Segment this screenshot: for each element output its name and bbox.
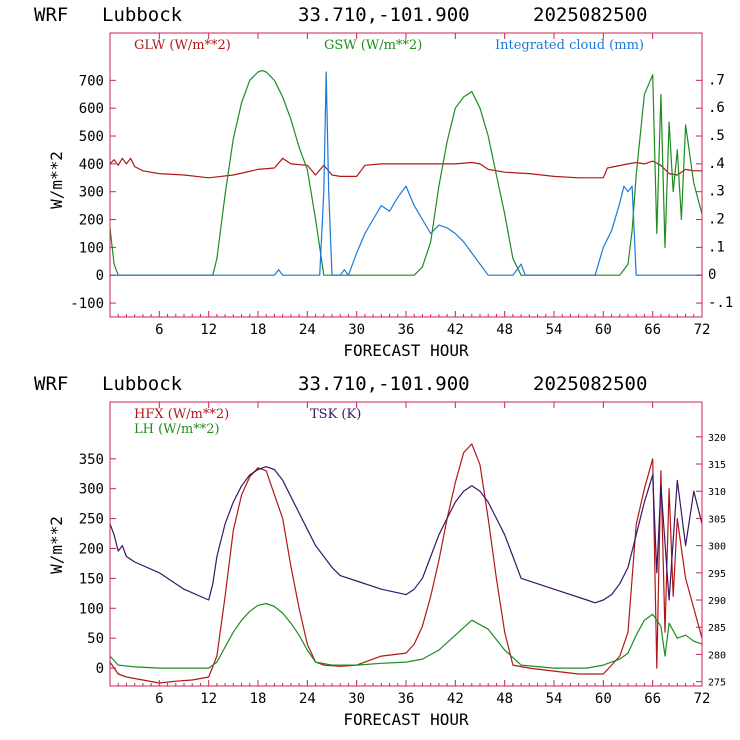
x-tick-label: 18 [250,322,267,338]
x-tick-label: 36 [398,691,415,707]
x-axis-label: FORECAST HOUR [343,341,469,360]
legend-tsk: TSK (K) [310,407,361,422]
series-line-tsk [109,466,703,604]
legend-cloud: Integrated cloud (mm) [495,38,644,53]
legend-hfx: HFX (W/m**2) [134,407,229,422]
y-tick-label: 250 [79,512,104,528]
y2-tick-label: .3 [708,184,725,200]
y-tick-label: 0 [96,268,104,284]
y2-tick-label: .4 [708,156,725,172]
x-tick-label: 30 [348,691,365,707]
y-tick-label: 400 [79,157,104,173]
radiation-cloud-panel: 6 12 18 24 30 36 42 48 54 60 66 72 -100 0 100 200 300 400… [47,32,733,360]
y2-tick-label: 285 [708,623,726,634]
header-coords: 33.710,-101.900 [298,4,470,26]
panel-2-frame [109,401,703,687]
panel-1-header: WRF Lubbock 33.710,-101.900 2025082500 [34,4,647,26]
y-axis-label: W/m**2 [47,151,66,209]
panel-2-header: WRF Lubbock 33.710,-101.900 2025082500 [34,373,647,395]
y-tick-label: 150 [79,571,104,587]
x-tick-label: 24 [299,322,316,338]
series-line-glw [109,157,702,179]
y-tick-label: 200 [79,541,104,557]
y2-tick-label: 0 [708,267,716,283]
series-line-gsw [109,69,703,276]
x-axis-label: FORECAST HOUR [343,710,469,729]
y2-tick-label: -.1 [708,295,733,311]
y-axis-label: W/m**2 [47,516,66,574]
x-tick-label: 54 [546,322,563,338]
header-site: Lubbock [102,373,183,395]
y-tick-label: 600 [79,101,104,117]
y-tick-label: 100 [79,601,104,617]
header-run: 2025082500 [533,373,647,395]
legend-lh: LH (W/m**2) [134,422,220,437]
panel-2-legend: HFX (W/m**2) LH (W/m**2) TSK (K) [134,407,361,437]
x-tick-label: 24 [299,691,316,707]
y2-tick-label: 305 [708,514,726,525]
x-tick-label: 42 [447,691,464,707]
panel-2-series [109,443,703,684]
x-tick-label: 6 [155,691,163,707]
surface-flux-panel: 6 12 18 24 30 36 42 48 54 60 66 72 0 50 100 150 200 250 30… [47,401,726,729]
series-line-hfx [109,443,703,684]
y2-tick-label: 315 [708,460,726,471]
y2-tick-label: .6 [708,100,725,116]
y-tick-label: 300 [79,185,104,201]
x-tick-label: 18 [250,691,267,707]
x-tick-label: 72 [694,322,711,338]
header-model: WRF [34,4,68,26]
header-coords: 33.710,-101.900 [298,373,470,395]
y-tick-label: -100 [70,296,104,312]
y2-tick-label: 275 [708,678,726,689]
y-tick-label: 200 [79,213,104,229]
legend-glw: GLW (W/m**2) [134,38,231,53]
y2-tick-label: 290 [708,596,726,607]
panel-2-ticks: 6 12 18 24 30 36 42 48 54 60 66 72 0 50 100 150 200 250 30… [79,402,726,707]
y-tick-label: 100 [79,240,104,256]
legend-gsw: GSW (W/m**2) [324,38,422,53]
y2-tick-label: 280 [708,650,726,661]
header-site: Lubbock [102,4,183,26]
y2-tick-label: 310 [708,487,726,498]
x-tick-label: 72 [694,691,711,707]
x-tick-label: 60 [595,691,612,707]
panel-1-legend: GLW (W/m**2) GSW (W/m**2) Integrated clo… [134,38,644,53]
x-tick-label: 12 [200,322,217,338]
series-line-lh [109,602,703,669]
y2-tick-label: 295 [708,569,726,580]
y2-tick-label: .5 [708,128,725,144]
header-run: 2025082500 [533,4,647,26]
y2-tick-label: .1 [708,239,725,255]
y2-tick-label: 320 [708,433,726,444]
y-tick-label: 50 [87,631,104,647]
y2-tick-label: 300 [708,542,726,553]
x-tick-label: 30 [348,322,365,338]
y-tick-label: 500 [79,129,104,145]
x-tick-label: 48 [496,322,513,338]
y-tick-label: 300 [79,482,104,498]
x-tick-label: 66 [644,322,661,338]
y2-tick-label: .2 [708,212,725,228]
x-tick-label: 54 [546,691,563,707]
x-tick-label: 36 [398,322,415,338]
x-tick-label: 60 [595,322,612,338]
header-model: WRF [34,373,68,395]
x-tick-label: 6 [155,322,163,338]
y2-tick-label: .7 [708,72,725,88]
y-tick-label: 350 [79,452,104,468]
panel-1-series [109,69,703,276]
x-tick-label: 42 [447,322,464,338]
y-tick-label: 0 [96,661,104,677]
y-tick-label: 700 [79,73,104,89]
series-line-integrated [110,71,702,276]
x-tick-label: 66 [644,691,661,707]
x-tick-label: 12 [200,691,217,707]
x-tick-label: 48 [496,691,513,707]
panel-1-ticks: 6 12 18 24 30 36 42 48 54 60 66 72 -100 0 100 200 300 400… [70,33,733,338]
panel-1-frame [109,32,703,318]
